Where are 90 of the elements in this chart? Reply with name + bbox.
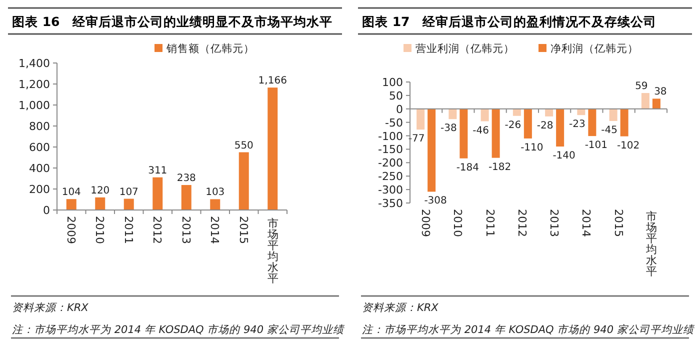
y-tick-label: 800 — [29, 120, 50, 133]
x-tick-label: 2009 — [64, 216, 78, 244]
y-tick-label: 400 — [29, 162, 50, 175]
x-tick-label: 2014 — [580, 209, 593, 237]
x-tick-label: 2011 — [483, 209, 496, 237]
text: 120 — [90, 185, 110, 196]
data-label: 38 — [654, 86, 667, 98]
bar — [124, 198, 134, 210]
text: 107 — [119, 186, 138, 198]
y-tick-label: 0 — [396, 102, 403, 116]
chart-title: 图表 16 经审后退市公司的业绩明显不及市场平均水平 — [12, 14, 333, 29]
bar — [66, 199, 76, 210]
legend-label: 营业利润（亿韩元） — [416, 42, 514, 55]
bar — [152, 177, 163, 210]
bar — [652, 98, 660, 109]
y-tick-label: 1,000 — [18, 99, 50, 112]
x-tick-label: 2011 — [122, 216, 135, 244]
data-label: -28 — [536, 120, 554, 132]
bar — [524, 108, 532, 138]
data-label: -23 — [569, 119, 586, 130]
text: 资料来源：KRX — [12, 302, 90, 314]
x-tick-label: 2014 — [208, 216, 222, 244]
bar — [428, 108, 436, 192]
text: 资料来源：KRX — [362, 302, 440, 314]
data-label: -110 — [520, 142, 544, 154]
chart-title: 图表 17 经审后退市公司的盈利情况不及存续公司 — [362, 14, 657, 29]
data-label: -184 — [456, 162, 480, 174]
bar — [238, 152, 249, 210]
text: 注：市场平均水平为 2014 年 KOSDAQ 市场的 940 家公司平均业绩 — [362, 324, 695, 336]
data-label: -45 — [601, 124, 618, 136]
x-tick-label: 市场平均水平 — [644, 210, 657, 278]
text: 311 — [148, 165, 168, 176]
bar — [268, 88, 278, 210]
x-tick-label: 2010 — [451, 209, 464, 237]
x-tick-label: 2012 — [515, 209, 528, 237]
data-label: -77 — [408, 134, 425, 145]
y-tick-label: 100 — [382, 76, 403, 89]
y-tick-label: 1,200 — [18, 78, 50, 91]
x-tick-label: 2015 — [236, 216, 250, 244]
y-tick-label: -150 — [378, 143, 403, 156]
bar — [641, 93, 650, 109]
y-tick-label: 600 — [29, 141, 50, 154]
bar — [480, 108, 489, 122]
bar — [609, 108, 618, 121]
data-label: -38 — [440, 123, 457, 134]
y-tick-label: -300 — [378, 184, 403, 197]
data-label: -182 — [488, 162, 512, 173]
y-tick-label: -200 — [378, 156, 403, 170]
bar — [556, 108, 564, 147]
x-tick-label: 2013 — [548, 209, 561, 237]
x-tick-label: 2012 — [150, 216, 164, 244]
bar — [210, 199, 220, 210]
y-tick-label: -100 — [378, 130, 403, 143]
y-tick-label: -350 — [378, 197, 403, 210]
x-tick-label: 2009 — [419, 209, 432, 237]
bar — [620, 108, 628, 136]
data-label: -102 — [616, 140, 640, 152]
bar — [512, 108, 521, 116]
data-label: -140 — [552, 150, 576, 162]
bar — [492, 108, 500, 158]
bar — [181, 185, 192, 210]
data-label: -46 — [472, 125, 489, 136]
y-tick-label: 50 — [389, 89, 403, 102]
text: 注：市场平均水平为 2014 年 KOSDAQ 市场的 940 家公司平均业绩 — [12, 324, 345, 336]
bar — [448, 108, 457, 120]
y-tick-label: 1,400 — [18, 57, 50, 70]
y-tick-label: -50 — [385, 116, 403, 130]
bar — [416, 108, 425, 130]
y-tick-label: 200 — [29, 183, 50, 196]
data-label: 59 — [635, 81, 648, 92]
x-tick-label: 市场平均水平 — [266, 217, 279, 285]
bar — [95, 197, 106, 210]
text: 238 — [176, 173, 196, 184]
x-tick-label: 2010 — [93, 216, 106, 244]
text: 103 — [206, 187, 225, 198]
data-label: -101 — [584, 140, 608, 152]
x-tick-label: 2013 — [179, 216, 192, 244]
legend-label: 销售额（亿韩元） — [166, 42, 254, 55]
x-tick-label: 2015 — [612, 209, 625, 237]
legend-label: 净利润（亿韩元） — [550, 42, 638, 55]
bar — [588, 108, 596, 136]
y-tick-label: 0 — [43, 204, 50, 217]
bar — [460, 108, 468, 158]
data-label: -26 — [504, 120, 522, 131]
y-tick-label: -250 — [378, 170, 403, 184]
bar — [545, 108, 554, 116]
text: 104 — [62, 187, 81, 198]
text: 1,166 — [258, 76, 287, 87]
data-label: -308 — [424, 196, 447, 207]
text: 550 — [234, 140, 254, 152]
